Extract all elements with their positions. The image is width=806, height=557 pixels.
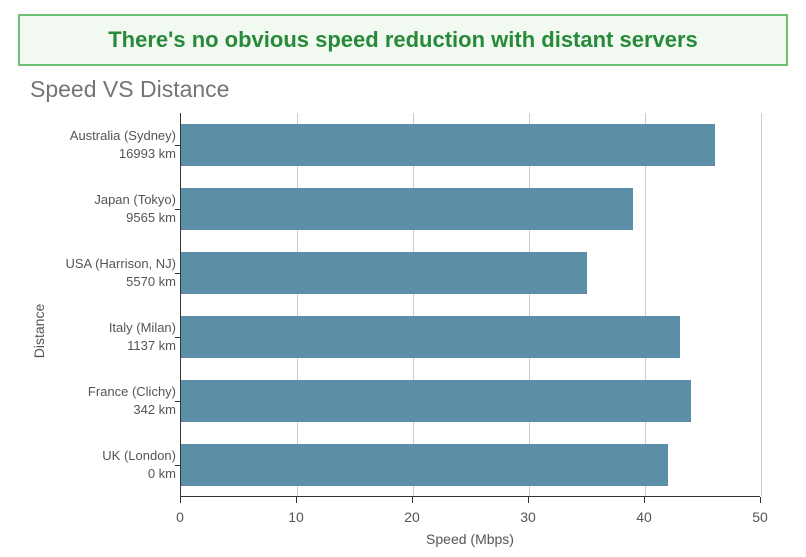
x-axis: Speed (Mbps) 01020304050	[180, 497, 760, 537]
x-tick-label: 30	[520, 509, 536, 525]
x-tick	[180, 497, 181, 503]
speed-distance-chart: Distance Speed (Mbps) 01020304050 Austra…	[18, 111, 778, 551]
x-tick	[296, 497, 297, 503]
x-tick-label: 40	[636, 509, 652, 525]
category-distance: 1137 km	[26, 337, 176, 355]
category-label: UK (London)0 km	[26, 447, 176, 482]
category-name: UK (London)	[26, 447, 176, 465]
x-tick	[412, 497, 413, 503]
gridline	[529, 113, 530, 496]
gridline	[413, 113, 414, 496]
plot-area	[180, 113, 760, 497]
bar	[181, 316, 680, 358]
x-tick-label: 10	[288, 509, 304, 525]
bar	[181, 252, 587, 294]
gridline	[645, 113, 646, 496]
x-tick	[528, 497, 529, 503]
category-distance: 16993 km	[26, 145, 176, 163]
category-distance: 9565 km	[26, 209, 176, 227]
category-distance: 5570 km	[26, 273, 176, 291]
x-axis-label: Speed (Mbps)	[426, 531, 514, 547]
x-tick	[644, 497, 645, 503]
category-name: Japan (Tokyo)	[26, 191, 176, 209]
category-label: France (Clichy)342 km	[26, 383, 176, 418]
category-label: Japan (Tokyo)9565 km	[26, 191, 176, 226]
category-name: France (Clichy)	[26, 383, 176, 401]
category-distance: 0 km	[26, 465, 176, 483]
bar	[181, 444, 668, 486]
gridline	[761, 113, 762, 496]
x-tick	[760, 497, 761, 503]
category-name: Australia (Sydney)	[26, 127, 176, 145]
category-name: USA (Harrison, NJ)	[26, 255, 176, 273]
category-name: Italy (Milan)	[26, 319, 176, 337]
bar	[181, 188, 633, 230]
headline-banner: There's no obvious speed reduction with …	[18, 14, 788, 66]
category-label: Italy (Milan)1137 km	[26, 319, 176, 354]
headline-text: There's no obvious speed reduction with …	[108, 27, 698, 52]
bar	[181, 380, 691, 422]
gridline	[297, 113, 298, 496]
x-tick-label: 20	[404, 509, 420, 525]
category-label: USA (Harrison, NJ)5570 km	[26, 255, 176, 290]
x-tick-label: 50	[752, 509, 768, 525]
category-distance: 342 km	[26, 401, 176, 419]
bar	[181, 124, 715, 166]
category-label: Australia (Sydney)16993 km	[26, 127, 176, 162]
x-tick-label: 0	[176, 509, 184, 525]
chart-title: Speed VS Distance	[30, 76, 788, 103]
